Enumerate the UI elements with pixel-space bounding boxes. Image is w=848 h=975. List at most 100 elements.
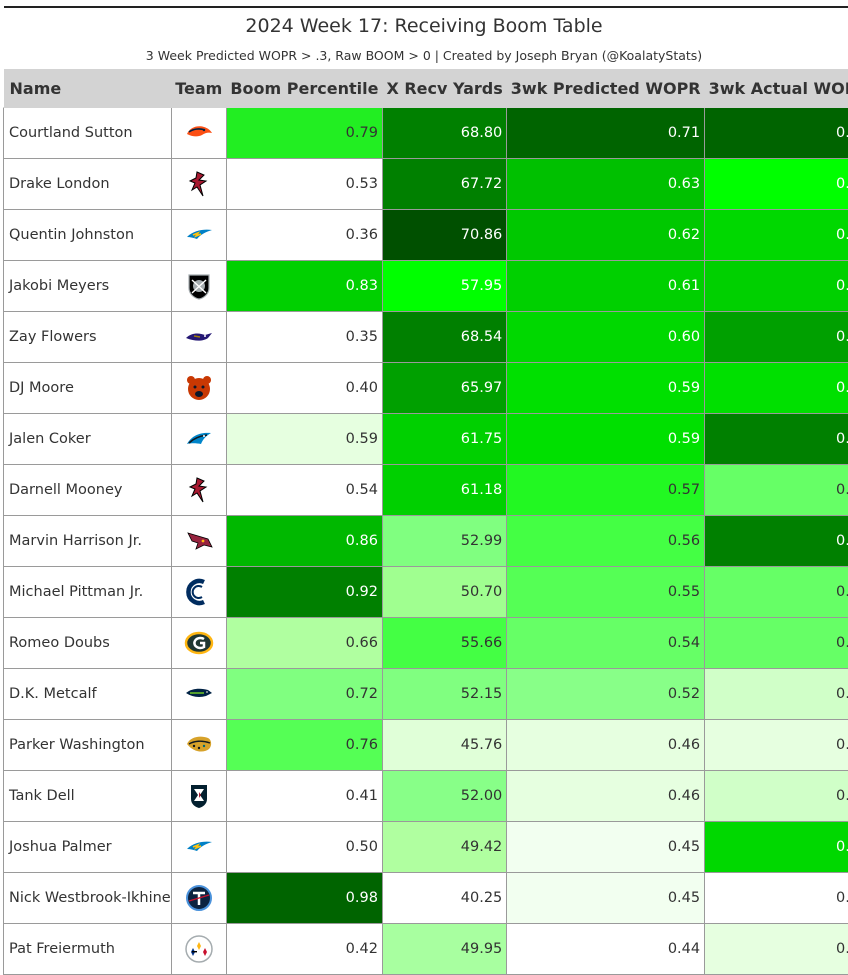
column-header-team[interactable]: Team [171,69,227,108]
team-cell [170,413,227,465]
boom-percentile-cell: 0.54 [225,464,383,516]
x-recv-yards-cell: 40.25 [381,872,508,924]
boom-percentile-cell: 0.92 [225,566,383,618]
team-cell [170,515,227,567]
boom-percentile-cell: 0.42 [225,923,383,975]
boom-percentile-cell: 0.59 [225,413,383,465]
x-recv-yards-cell: 65.97 [381,362,508,414]
player-name-cell: Joshua Palmer [3,821,172,873]
player-name-cell: Romeo Doubs [3,617,172,669]
x-recv-yards-cell: 49.42 [381,821,508,873]
falcons-logo-icon [184,477,214,503]
predicted-wopr-cell: 0.62 [506,209,706,261]
player-name-cell: Parker Washington [3,719,172,771]
player-name-cell: Quentin Johnston [3,209,172,261]
table-subtitle: 3 Week Predicted WOPR > .3, Raw BOOM > 0… [145,48,703,63]
predicted-wopr-cell: 0.45 [506,872,706,924]
ravens-logo-icon [184,329,214,345]
x-recv-yards-cell: 52.15 [381,668,508,720]
actual-wopr-cell: 0.43 [704,770,848,822]
column-header-name[interactable]: Name [3,69,172,108]
column-header-boom-percentile[interactable]: Boom Percentile [226,69,383,108]
predicted-wopr-cell: 0.59 [506,362,706,414]
boom-percentile-cell: 0.76 [225,719,383,771]
team-cell [170,872,227,924]
actual-wopr-cell: 0.40 [704,923,848,975]
x-recv-yards-cell: 68.54 [381,311,508,363]
predicted-wopr-cell: 0.44 [506,923,706,975]
actual-wopr-cell: 0.58 [704,209,848,261]
predicted-wopr-cell: 0.54 [506,617,706,669]
texans-logo-icon [184,785,214,808]
team-cell [170,821,227,873]
boom-percentile-cell: 0.83 [225,260,383,312]
player-name-cell: DJ Moore [3,362,172,414]
boom-percentile-cell: 0.35 [225,311,383,363]
boom-percentile-cell: 0.72 [225,668,383,720]
x-recv-yards-cell: 49.95 [381,923,508,975]
team-cell [170,362,227,414]
player-name-cell: Drake London [3,158,172,210]
predicted-wopr-cell: 0.59 [506,413,706,465]
team-cell [170,464,227,516]
jaguars-logo-icon [184,736,214,753]
actual-wopr-cell: 0.61 [704,260,848,312]
team-cell [170,923,227,975]
boom-percentile-cell: 0.36 [225,209,383,261]
actual-wopr-cell: 0.70 [704,515,848,567]
x-recv-yards-cell: 55.66 [381,617,508,669]
table-title: 2024 Week 17: Receiving Boom Table [245,15,603,37]
falcons-logo-icon [184,171,214,197]
broncos-logo-icon [184,125,214,141]
header-row: Name Team Boom Percentile X Recv Yards 3… [3,69,848,108]
x-recv-yards-cell: 57.95 [381,260,508,312]
team-cell [170,260,227,312]
player-name-cell: Zay Flowers [3,311,172,363]
raiders-logo-icon [184,274,214,300]
team-cell [170,158,227,210]
steelers-logo-icon [184,935,214,963]
predicted-wopr-cell: 0.57 [506,464,706,516]
predicted-wopr-cell: 0.56 [506,515,706,567]
x-recv-yards-cell: 52.99 [381,515,508,567]
boom-percentile-cell: 0.40 [225,362,383,414]
column-header-x-recv-yards[interactable]: X Recv Yards [382,69,507,108]
boom-percentile-cell: 0.66 [225,617,383,669]
boom-percentile-cell: 0.53 [225,158,383,210]
predicted-wopr-cell: 0.55 [506,566,706,618]
predicted-wopr-cell: 0.45 [506,821,706,873]
panthers-logo-icon [184,431,214,447]
actual-wopr-cell: 0.51 [704,566,848,618]
predicted-wopr-cell: 0.52 [506,668,706,720]
predicted-wopr-cell: 0.71 [506,107,706,159]
x-recv-yards-cell: 52.00 [381,770,508,822]
actual-wopr-cell: 0.54 [704,158,848,210]
player-name-cell: Darnell Mooney [3,464,172,516]
x-recv-yards-cell: 67.72 [381,158,508,210]
team-cell [170,311,227,363]
column-header-actual-wopr[interactable]: 3wk Actual WOPR [704,69,848,108]
predicted-wopr-cell: 0.63 [506,158,706,210]
x-recv-yards-cell: 61.75 [381,413,508,465]
actual-wopr-cell: 0.42 [704,668,848,720]
x-recv-yards-cell: 70.86 [381,209,508,261]
column-header-predicted-wopr[interactable]: 3wk Predicted WOPR [506,69,705,108]
predicted-wopr-cell: 0.46 [506,770,706,822]
actual-wopr-cell: 0.67 [704,311,848,363]
x-recv-yards-cell: 45.76 [381,719,508,771]
boom-percentile-cell: 0.98 [225,872,383,924]
x-recv-yards-cell: 61.18 [381,464,508,516]
